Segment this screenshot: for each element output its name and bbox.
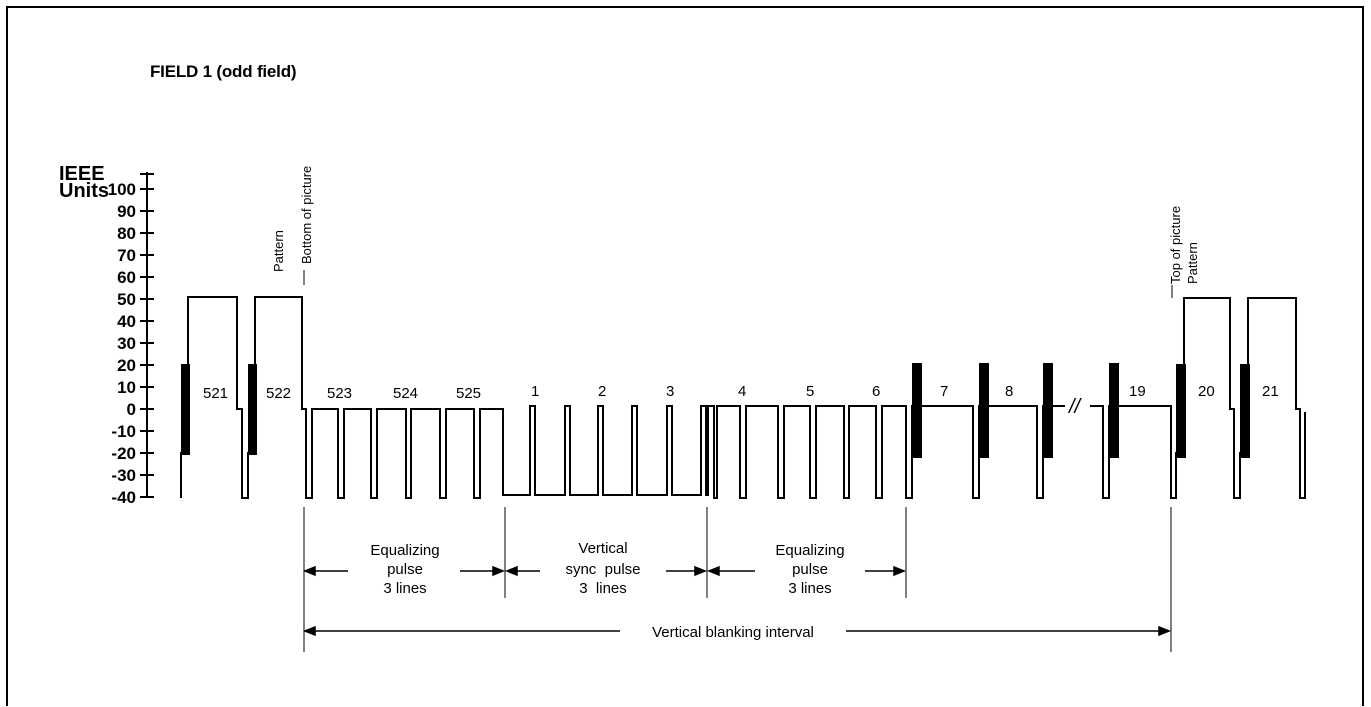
y-tick-label: 10: [117, 378, 136, 397]
line-number-8: 8: [1005, 383, 1013, 400]
pattern-label-right: Pattern: [1185, 242, 1200, 284]
y-tick-label: 50: [117, 290, 136, 309]
top-of-picture-label: Top of picture: [1168, 206, 1183, 284]
y-tick-label: 70: [117, 246, 136, 265]
y-tick-label: -10: [111, 422, 136, 441]
line-number-19: 19: [1129, 383, 1146, 400]
line-number-2: 2: [598, 383, 606, 400]
y-axis-label-line2: Units: [59, 180, 109, 202]
line-number-525: 525: [456, 385, 481, 402]
line-number-1: 1: [531, 383, 539, 400]
y-tick-label: 90: [117, 202, 136, 221]
y-axis: IEEE Units 1009080706050403020100-10-20-…: [59, 163, 154, 507]
line-number-20: 20: [1198, 383, 1215, 400]
y-tick-label: 30: [117, 334, 136, 353]
line-number-524: 524: [393, 385, 418, 402]
line-number-522: 522: [266, 385, 291, 402]
figure-title: FIELD 1 (odd field): [150, 62, 297, 81]
vertical-sync-line3: 3 lines: [579, 580, 627, 597]
vertical-sync-line2: sync pulse: [565, 561, 640, 578]
line-number-523: 523: [327, 385, 352, 402]
interval-arrows: [302, 565, 1172, 637]
equalizing-pulse-2-line3: 3 lines: [788, 580, 831, 597]
y-tick-label: -20: [111, 444, 136, 463]
equalizing-pulse-2-line2: pulse: [792, 561, 828, 578]
y-tick-label: 100: [108, 180, 136, 199]
line-number-521: 521: [203, 385, 228, 402]
line-number-4: 4: [738, 383, 746, 400]
line-number-7: 7: [940, 383, 948, 400]
marker-labels: Pattern Bottom of picture Top of picture…: [271, 166, 1200, 298]
y-tick-label: 40: [117, 312, 136, 331]
pattern-label-left: Pattern: [271, 230, 286, 272]
line-number-3: 3: [666, 383, 674, 400]
line-numbers: 521 522 523 524 525 1 2 3 4 5 6 7 8 19 2…: [203, 383, 1279, 402]
break-symbol: //: [1067, 396, 1083, 418]
line-number-6: 6: [872, 383, 880, 400]
y-tick-label: 80: [117, 224, 136, 243]
interval-labels: Equalizing pulse 3 lines Vertical sync p…: [370, 540, 844, 641]
vertical-blanking-interval-label: Vertical blanking interval: [652, 624, 814, 641]
line-number-5: 5: [806, 383, 814, 400]
burst-bars: [181, 363, 1250, 458]
interval-boundaries: [303, 507, 1172, 652]
y-tick-label: -30: [111, 466, 136, 485]
y-axis-label-line1: IEEE: [59, 163, 105, 185]
equalizing-pulse-1-line2: pulse: [387, 561, 423, 578]
figure-frame: [6, 6, 1364, 706]
equalizing-pulse-1-line3: 3 lines: [383, 580, 426, 597]
equalizing-pulse-1-line1: Equalizing: [370, 542, 439, 559]
y-tick-label: 0: [127, 400, 136, 419]
vertical-sync-line1: Vertical: [578, 540, 627, 557]
y-tick-label: 60: [117, 268, 136, 287]
bottom-of-picture-label: Bottom of picture: [299, 166, 314, 264]
equalizing-pulse-2-line1: Equalizing: [775, 542, 844, 559]
line-number-21: 21: [1262, 383, 1279, 400]
y-tick-label: 20: [117, 356, 136, 375]
y-tick-label: -40: [111, 488, 136, 507]
